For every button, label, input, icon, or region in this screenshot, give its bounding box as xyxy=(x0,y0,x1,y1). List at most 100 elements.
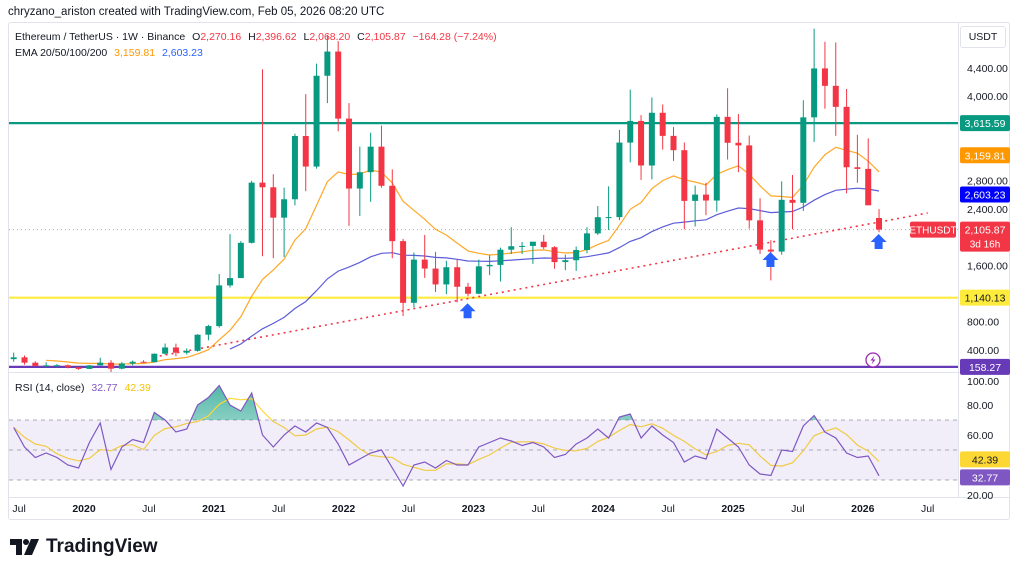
candle-body xyxy=(692,194,699,201)
candle-body xyxy=(616,142,623,218)
rsi-ma-value: 42.39 xyxy=(124,382,151,394)
candle-body xyxy=(270,187,277,218)
rsi-overbought-fill xyxy=(13,385,880,420)
countdown-text: 3d 16h xyxy=(970,240,1001,251)
rsi-ma-price-label: 42.39 xyxy=(960,451,1010,468)
rsi-tick-label: 20.00 xyxy=(967,490,993,502)
candle-body xyxy=(573,250,580,261)
candle-body xyxy=(32,362,39,366)
base-price-label: 158.27 xyxy=(960,358,1010,375)
rsi-tick-label: 80.00 xyxy=(967,400,993,412)
candle xyxy=(811,28,818,142)
price-tick-label: 4,400.00 xyxy=(967,63,1008,75)
trendline xyxy=(159,212,928,357)
price-pane xyxy=(9,28,958,372)
candle xyxy=(324,34,331,104)
time-tick-label: 2024 xyxy=(592,503,616,515)
candle-body xyxy=(10,357,17,360)
candle-body xyxy=(497,249,504,265)
candle xyxy=(205,324,212,341)
rsi-legend: RSI (14, close) 32.77 42.39 xyxy=(15,382,155,394)
candle xyxy=(540,234,547,250)
candle-body xyxy=(519,245,526,247)
candle xyxy=(843,89,850,194)
candle-body xyxy=(43,365,50,367)
candle-body xyxy=(356,172,363,189)
time-tick-label: 2026 xyxy=(851,503,875,515)
candle xyxy=(432,251,439,293)
candle xyxy=(519,241,526,254)
tradingview-logo[interactable]: TradingView xyxy=(10,536,158,558)
ema-label[interactable]: EMA 20/50/100/200 xyxy=(15,47,108,59)
candle-body xyxy=(237,242,244,279)
candle-body xyxy=(443,267,450,285)
candle xyxy=(302,94,309,192)
candle xyxy=(627,89,634,163)
candle xyxy=(659,104,666,150)
candle-body xyxy=(865,168,872,206)
rsi-price-label: 32.77 xyxy=(960,469,1010,486)
ema-blue-value: 2,603.23 xyxy=(161,47,203,59)
ema-orange-price-label-box xyxy=(960,147,1010,164)
currency-button[interactable]: USDT xyxy=(960,26,1006,48)
candle-body xyxy=(648,112,655,166)
candle-body xyxy=(508,246,515,250)
candle xyxy=(497,247,504,282)
low-number: 2,068.20 xyxy=(309,31,351,43)
ema-legend: EMA 20/50/100/200 3,159.81 2,603.23 xyxy=(15,47,207,59)
time-tick-label: Jul xyxy=(12,503,25,515)
resistance-price-label: 3,615.59 xyxy=(960,115,1010,132)
time-tick-label: Jul xyxy=(142,503,155,515)
ema-orange-price-label-text: 3,159.81 xyxy=(965,150,1006,162)
time-tick-label: Jul xyxy=(661,503,674,515)
price-tick-label: 4,000.00 xyxy=(967,91,1008,103)
candle xyxy=(702,182,709,216)
candle-body xyxy=(205,326,212,335)
candle xyxy=(443,260,450,295)
candle xyxy=(43,362,50,368)
candle xyxy=(832,42,839,136)
symbol-title[interactable]: Ethereum / TetherUS · 1W · Binance xyxy=(15,31,186,43)
candle-body xyxy=(778,199,785,252)
candle xyxy=(151,353,158,363)
candle-body xyxy=(724,116,731,143)
candle xyxy=(821,41,828,109)
candle xyxy=(757,198,764,254)
time-tick-label: Jul xyxy=(402,503,415,515)
candle xyxy=(529,241,536,264)
candle-body xyxy=(713,116,720,201)
candle xyxy=(248,180,255,244)
candle xyxy=(421,234,428,278)
candle-body xyxy=(746,145,753,221)
candle-body xyxy=(583,233,590,251)
candle xyxy=(681,142,688,230)
candle-body xyxy=(627,120,634,143)
candle xyxy=(486,255,493,276)
candle xyxy=(800,100,807,211)
rsi-label[interactable]: RSI (14, close) xyxy=(15,382,85,394)
close-label: C xyxy=(357,31,365,43)
low-label: L xyxy=(303,31,310,43)
time-tick-label: Jul xyxy=(272,503,285,515)
price-tick-label: 1,600.00 xyxy=(967,260,1008,272)
time-tick-label: 2022 xyxy=(332,503,356,515)
candle-body xyxy=(454,267,461,287)
candle xyxy=(172,343,179,357)
candle xyxy=(670,127,677,161)
candle-body xyxy=(108,362,115,369)
candle-body xyxy=(702,194,709,201)
candle xyxy=(616,129,623,221)
candle-body xyxy=(335,51,342,119)
candle xyxy=(162,343,169,355)
candle-body xyxy=(21,357,28,363)
candle-body xyxy=(378,146,385,186)
candle-body xyxy=(832,85,839,107)
up-arrow-icon xyxy=(762,252,779,268)
rsi-ma-price-label-box xyxy=(960,451,1010,468)
candle xyxy=(400,238,407,317)
candle-body xyxy=(194,334,201,351)
change-value: −164.28 (−7.24%) xyxy=(412,31,497,43)
ema-line xyxy=(46,146,880,365)
candle xyxy=(583,227,590,254)
